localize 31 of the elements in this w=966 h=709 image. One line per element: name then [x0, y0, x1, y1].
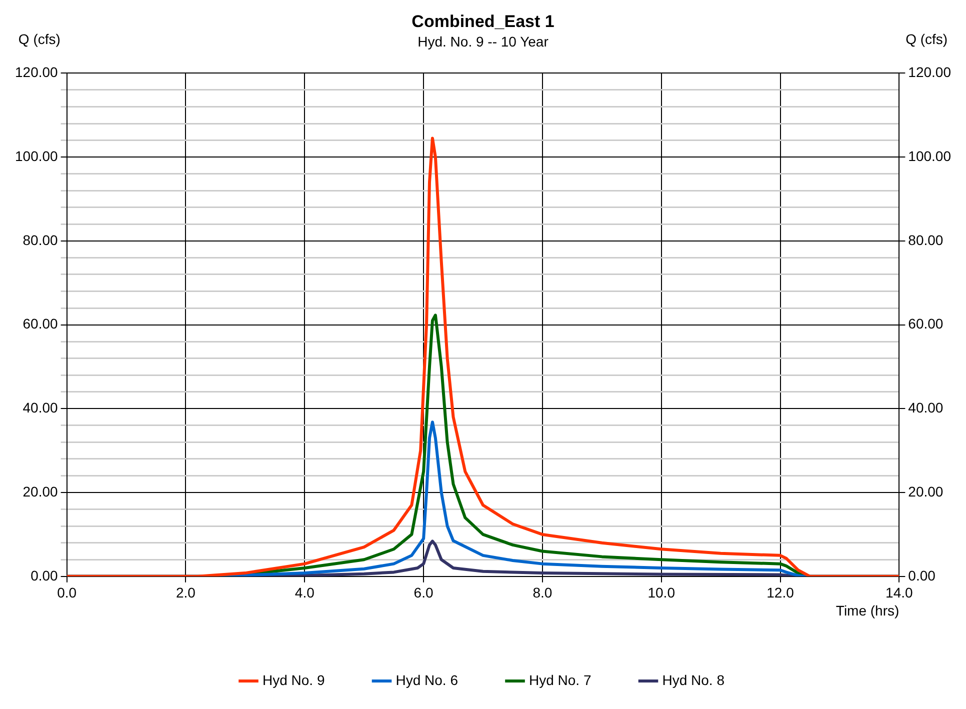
y2-tick-label: 120.00: [908, 64, 952, 80]
y-tick-label: 100.00: [14, 148, 58, 164]
legend-label: Hyd No. 8: [662, 672, 725, 688]
y-tick-label: 60.00: [22, 316, 58, 332]
y2-tick-label: 60.00: [908, 316, 944, 332]
legend-label: Hyd No. 9: [262, 672, 325, 688]
y2-tick-label: 0.00: [908, 567, 936, 584]
x-tick-label: 10.0: [648, 584, 676, 601]
y2-tick-label: 20.00: [908, 483, 944, 500]
x-tick-label: 8.0: [532, 584, 552, 601]
x-axis-title: Time (hrs): [836, 602, 900, 618]
x-tick-label: 14.0: [886, 584, 914, 601]
y-axis-title: Q (cfs): [18, 31, 60, 48]
x-tick-label: 12.0: [766, 584, 794, 601]
y2-tick-label: 40.00: [908, 400, 944, 416]
x-tick-label: 6.0: [414, 584, 434, 601]
y-tick-label: 120.00: [14, 64, 58, 80]
y2-axis-title: Q (cfs): [906, 31, 948, 48]
chart-subtitle: Hyd. No. 9 -- 10 Year: [418, 34, 549, 50]
y-tick-label: 40.00: [22, 400, 58, 416]
y-tick-label: 80.00: [22, 232, 58, 248]
chart-title: Combined_East 1: [412, 12, 554, 31]
legend-label: Hyd No. 7: [529, 672, 592, 688]
y-tick-label: 0.00: [30, 567, 58, 584]
y2-tick-label: 100.00: [908, 148, 952, 164]
y2-tick-label: 80.00: [908, 232, 944, 248]
x-tick-label: 2.0: [176, 584, 196, 601]
legend-label: Hyd No. 6: [396, 672, 458, 688]
y-tick-label: 20.00: [22, 483, 58, 500]
x-tick-label: 4.0: [294, 584, 315, 601]
x-tick-label: 0.0: [57, 584, 77, 601]
